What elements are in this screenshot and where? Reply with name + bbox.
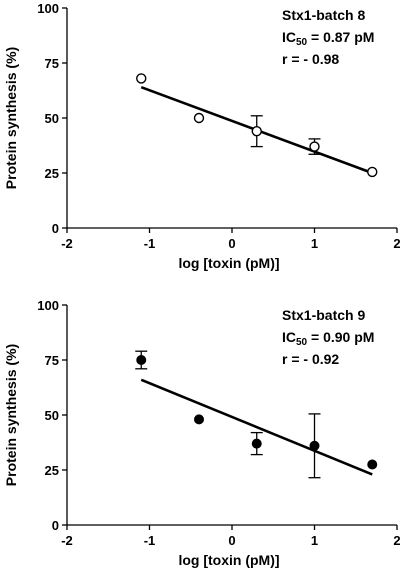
data-point [309, 440, 320, 451]
x-tick-label: -2 [61, 236, 73, 251]
fit-line [140, 378, 373, 476]
annotation-r-value: r = - 0.98 [282, 51, 339, 67]
data-point [251, 438, 262, 449]
annotation-line1: Stx1-batch 9 [282, 307, 365, 323]
y-tick-label: 25 [45, 463, 59, 478]
data-point [309, 141, 320, 152]
data-point [367, 166, 378, 178]
x-tick-label: 2 [393, 236, 400, 251]
y-tick-label: 0 [52, 518, 59, 533]
chart-batch-8: Stx1-batch 8 IC50 = 0.87 pM r = - 0.98 0… [3, 1, 400, 271]
y-tick-label: 75 [45, 56, 59, 71]
x-tick-label: 0 [228, 236, 235, 251]
annotation-ic50: IC50 = 0.90 pM [282, 329, 374, 348]
y-tick-label: 100 [37, 298, 59, 313]
x-tick-label: 2 [393, 533, 400, 548]
x-axis-label: log [toxin (pM)] [178, 255, 279, 271]
data-point [251, 125, 262, 137]
data-point [136, 73, 147, 84]
y-axis-label: Protein synthesis (%) [3, 47, 19, 189]
y-tick-label: 25 [45, 166, 59, 181]
x-tick-label: 1 [311, 236, 318, 251]
x-tick-label: -1 [144, 236, 156, 251]
data-point [193, 112, 205, 124]
y-tick-label: 75 [45, 353, 59, 368]
data-point [193, 414, 204, 425]
data-point [136, 355, 147, 366]
x-axis-label: log [toxin (pM)] [178, 552, 279, 568]
x-tick-label: -1 [144, 533, 156, 548]
annotation-ic50: IC50 = 0.87 pM [282, 29, 374, 48]
y-axis-label: Protein synthesis (%) [3, 344, 19, 486]
chart-batch-9: Stx1-batch 9 IC50 = 0.90 pM r = - 0.92 0… [3, 298, 400, 568]
data-point [367, 459, 378, 470]
y-tick-label: 100 [37, 1, 59, 16]
y-tick-label: 50 [45, 111, 59, 126]
annotation-r-value: r = - 0.92 [282, 351, 339, 367]
x-tick-label: 1 [311, 533, 318, 548]
x-tick-label: 0 [228, 533, 235, 548]
annotation-line1: Stx1-batch 8 [282, 7, 365, 23]
x-tick-label: -2 [61, 533, 73, 548]
y-tick-label: 0 [52, 221, 59, 236]
y-tick-label: 50 [45, 408, 59, 423]
